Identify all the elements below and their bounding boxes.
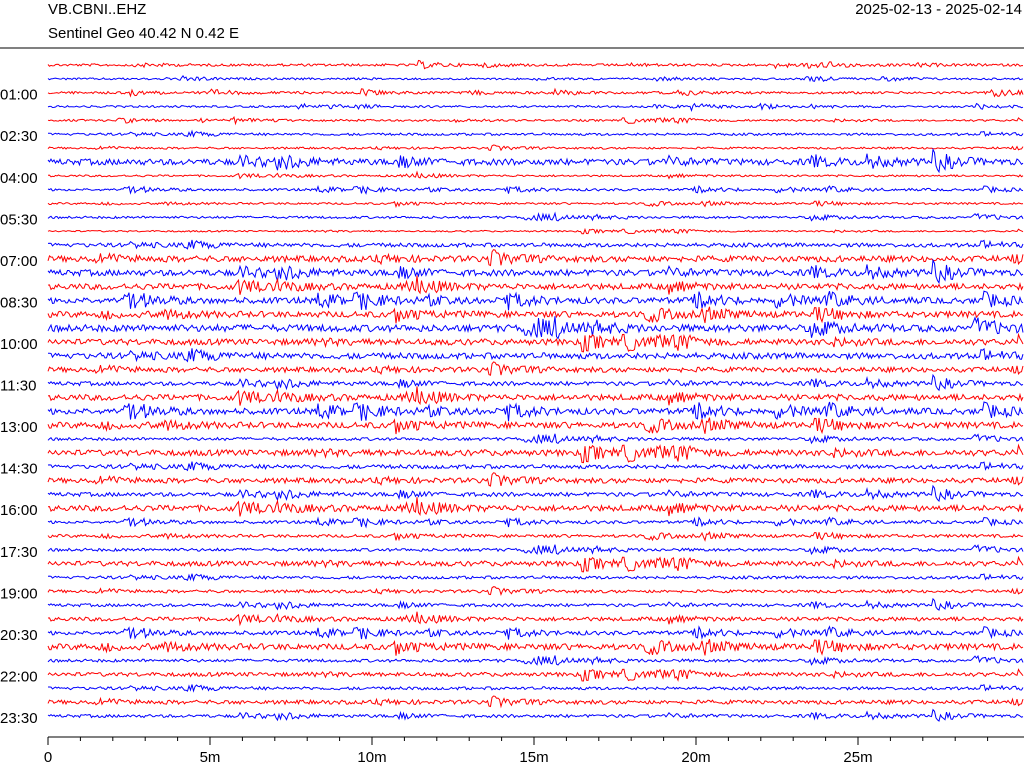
trace <box>47 555 1024 573</box>
trace <box>47 386 1024 406</box>
trace <box>47 586 1024 597</box>
trace <box>47 497 1024 517</box>
trace <box>47 239 1024 250</box>
y-tick-label: 23:30 <box>0 710 38 727</box>
y-tick-label: 10:00 <box>0 336 38 353</box>
trace <box>47 290 1024 311</box>
x-tick-label: 25m <box>843 749 872 766</box>
y-tick-label: 19:00 <box>0 585 38 602</box>
trace <box>47 611 1024 627</box>
chart-subtitle: Sentinel Geo 40.42 N 0.42 E <box>48 25 239 42</box>
trace <box>47 361 1024 376</box>
x-tick-label: 5m <box>200 749 221 766</box>
trace <box>47 75 1024 82</box>
trace <box>47 695 1024 709</box>
trace <box>47 472 1024 487</box>
trace <box>47 211 1024 222</box>
trace <box>47 433 1024 445</box>
trace <box>47 87 1024 98</box>
trace <box>47 227 1024 235</box>
trace <box>48 129 1024 138</box>
date-range: 2025-02-13 - 2025-02-14 <box>855 1 1022 18</box>
trace <box>47 199 1024 208</box>
y-tick-label: 22:00 <box>0 668 38 685</box>
trace <box>47 401 1024 422</box>
trace <box>47 249 1024 267</box>
trace <box>47 597 1024 611</box>
x-tick-label: 20m <box>681 749 710 766</box>
x-tick-label: 10m <box>357 749 386 766</box>
y-tick-label: 01:00 <box>0 87 38 104</box>
trace <box>47 516 1024 529</box>
trace <box>47 316 1024 340</box>
y-tick-label: 07:00 <box>0 253 38 270</box>
y-tick-label: 04:00 <box>0 170 38 187</box>
y-tick-label: 08:30 <box>0 294 38 311</box>
y-tick-label: 05:30 <box>0 211 38 228</box>
trace <box>47 258 1024 285</box>
trace <box>47 275 1024 295</box>
y-tick-label: 14:30 <box>0 461 38 478</box>
trace <box>47 332 1024 353</box>
trace <box>47 639 1024 656</box>
trace <box>47 443 1024 464</box>
y-tick-label: 02:30 <box>0 128 38 145</box>
trace <box>47 144 1024 152</box>
trace <box>48 684 1024 693</box>
trace <box>47 306 1024 324</box>
trace <box>47 708 1024 722</box>
trace <box>47 102 1024 112</box>
trace <box>47 668 1024 682</box>
y-tick-label: 13:00 <box>0 419 38 436</box>
trace <box>47 184 1024 195</box>
trace <box>47 59 1023 70</box>
x-tick-label: 15m <box>519 749 548 766</box>
chart-title: VB.CBNI..EHZ <box>48 1 146 18</box>
y-tick-label: 11:30 <box>0 378 36 395</box>
trace <box>47 373 1024 392</box>
trace <box>47 116 1024 126</box>
trace <box>47 530 1024 542</box>
trace <box>47 573 1024 582</box>
trace <box>47 654 1024 666</box>
trace <box>47 484 1024 502</box>
trace <box>47 544 1024 556</box>
y-tick-label: 20:30 <box>0 627 38 644</box>
trace <box>47 625 1024 640</box>
trace <box>47 347 1024 363</box>
trace <box>47 461 1024 472</box>
trace <box>47 147 1024 174</box>
trace <box>47 417 1024 435</box>
y-tick-label: 16:00 <box>0 502 38 519</box>
x-tick-label: 0 <box>44 749 52 766</box>
trace <box>47 170 1024 180</box>
y-tick-label: 17:30 <box>0 544 38 561</box>
